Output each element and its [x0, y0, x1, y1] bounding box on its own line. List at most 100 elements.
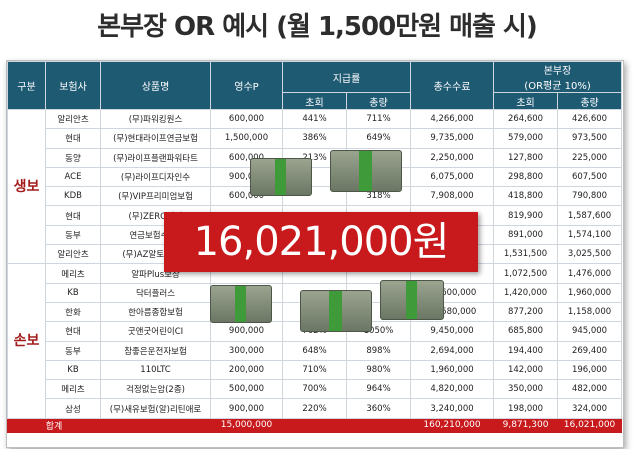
cell-commission: 6,075,000	[410, 166, 495, 188]
cell-insurer: 한화	[45, 301, 101, 323]
cell-product: (무)새유보험(알)리틴애로	[100, 398, 211, 419]
header-commission: 총수수료	[410, 61, 495, 110]
cell-insurer: 메리츠	[45, 379, 101, 400]
page-title: 본부장 OR 예시 (월 1,500만원 매출 시)	[97, 12, 538, 42]
table-row: 현대 (무)현대라이프연금보험 1,500,000 386% 649% 9,735,000…	[8, 128, 623, 149]
cell-hq-first: 819,900	[493, 205, 559, 226]
cell-hq-total: 482,000	[557, 379, 623, 400]
cell-hq-first: 1,420,000	[493, 282, 559, 303]
table-row: KB 110LTC 200,000 710% 980% 1,960,000 142,000 1…	[8, 359, 623, 381]
cell-commission: 2,694,000	[410, 340, 495, 361]
cell-insurer: 현대	[45, 128, 101, 149]
total-amount-banner: 16,021,000원	[164, 212, 478, 272]
table-row: 동부 참좋은운전자보험 300,000 648% 898% 2,694,000 194,40…	[8, 340, 623, 361]
cell-commission: 9,735,000	[410, 128, 495, 149]
cell-commission: 4,820,000	[410, 379, 495, 400]
cell-payout-first: 710%	[282, 359, 347, 381]
cell-premium: 900,000	[210, 321, 283, 342]
total-spacer	[345, 417, 412, 433]
cell-insurer: 현대	[45, 321, 101, 342]
cell-insurer: 알리안츠	[45, 244, 101, 265]
header-payout: 지급률	[281, 61, 412, 93]
cell-payout-first: 441%	[282, 108, 347, 130]
cell-hq-total: 1,960,000	[557, 282, 623, 303]
header-product: 상품명	[100, 61, 211, 110]
cell-hq-total: 1,587,600	[557, 205, 623, 226]
cell-insurer: 동부	[45, 224, 101, 246]
cell-payout-total: 711%	[345, 108, 412, 130]
group-nonlife: 손보	[7, 263, 46, 419]
cell-hq-first: 198,000	[493, 398, 559, 419]
cell-premium: 900,000	[210, 398, 283, 419]
cell-premium: 600,000	[210, 108, 283, 130]
cell-product: 굿앤굿어린이CI	[100, 321, 211, 342]
cell-payout-total: 360%	[345, 398, 412, 419]
cell-product: (무)라이프디자인수	[100, 166, 211, 188]
cell-hq-first: 264,600	[493, 108, 559, 130]
cell-product: 걱정없는암(2종)	[100, 379, 211, 400]
cell-payout-total: 898%	[345, 340, 412, 361]
cell-commission: 3,240,000	[410, 398, 495, 419]
cell-insurer: 현대	[45, 205, 101, 226]
cell-product: (무)파워킹원스	[100, 108, 211, 130]
total-label: 합계	[7, 417, 101, 433]
header-hq-subtitle: (OR평균 10%)	[524, 81, 591, 92]
cell-payout-first: 386%	[282, 128, 347, 149]
table-row: 현대굿앤굿어린이CI900,000762%1050%9,450,000685,8…	[8, 321, 623, 342]
total-spacer	[100, 417, 211, 433]
header-hq-total: 총량	[557, 92, 623, 110]
cell-payout-total: 980%	[345, 359, 412, 381]
cell-hq-first: 142,000	[493, 359, 559, 381]
cell-insurer: 알리안츠	[45, 108, 101, 130]
cell-payout-total: 649%	[345, 128, 412, 149]
cell-premium: 1,500,000	[210, 128, 283, 149]
cell-product: 참좋은운전자보험	[100, 340, 211, 361]
cell-hq-total: 225,000	[557, 147, 623, 168]
total-spacer	[282, 417, 347, 433]
cell-hq-total: 3,025,500	[557, 244, 623, 265]
cell-payout-total: 964%	[345, 379, 412, 400]
cell-premium: 200,000	[210, 359, 283, 381]
cell-commission: 4,266,000	[410, 108, 495, 130]
cell-hq-total: 324,000	[557, 398, 623, 419]
group-life: 생보	[7, 108, 46, 265]
cell-product: 110LTC	[100, 359, 211, 381]
total-commission: 160,210,000	[410, 417, 495, 433]
cell-insurer: 메리츠	[45, 263, 101, 284]
cell-insurer: 삼성	[45, 398, 101, 419]
header-payout-first: 초회	[282, 92, 347, 110]
cell-commission: 1,960,000	[410, 359, 495, 381]
cell-hq-first: 194,400	[493, 340, 559, 361]
cell-hq-total: 973,500	[557, 128, 623, 149]
cell-hq-first: 877,200	[493, 301, 559, 323]
cell-commission: 9,450,000	[410, 321, 495, 342]
cell-product: (무)라이프플랜파워타트	[100, 147, 211, 168]
header-hq-title: 본부장	[543, 66, 572, 77]
cell-insurer: KDB	[45, 186, 101, 207]
total-row: 합계 15,000,000 160,210,000 9,871,300 16,0…	[7, 417, 623, 433]
cell-hq-first: 685,800	[493, 321, 559, 342]
total-hq-first: 9,871,300	[493, 417, 559, 433]
header-premium: 영수P	[210, 61, 283, 110]
cell-hq-total: 790,800	[557, 186, 623, 207]
cell-hq-first: 891,000	[493, 224, 559, 246]
cell-hq-total: 1,574,100	[557, 224, 623, 246]
cell-product: (무)현대라이프연금보험	[100, 128, 211, 149]
header-insurer: 보험사	[45, 61, 101, 110]
total-hq-total: 16,021,000	[557, 417, 623, 433]
cell-hq-total: 945,000	[557, 321, 623, 342]
cell-hq-first: 579,000	[493, 128, 559, 149]
cell-payout-first: 700%	[282, 379, 347, 400]
cell-hq-total: 607,500	[557, 166, 623, 188]
cell-payout-first: 648%	[282, 340, 347, 361]
cell-hq-first: 418,800	[493, 186, 559, 207]
table-row: ACE(무)라이프디자인수900,000675%6,075,000298,800…	[8, 166, 623, 188]
table-row: 삼성 (무)새유보험(알)리틴애로 900,000 220% 360% 3,240,000…	[8, 398, 623, 419]
table-row: 메리츠 걱정없는암(2종) 500,000 700% 964% 4,820,000 350,…	[8, 379, 623, 400]
cell-product: (무)VIP프리미엄보험	[100, 186, 211, 207]
cell-hq-first: 127,800	[493, 147, 559, 168]
cell-payout-first: 220%	[282, 398, 347, 419]
cell-insurer: 동양	[45, 147, 101, 168]
cell-insurer: ACE	[45, 166, 101, 188]
cell-commission: 2,250,000	[410, 147, 495, 168]
